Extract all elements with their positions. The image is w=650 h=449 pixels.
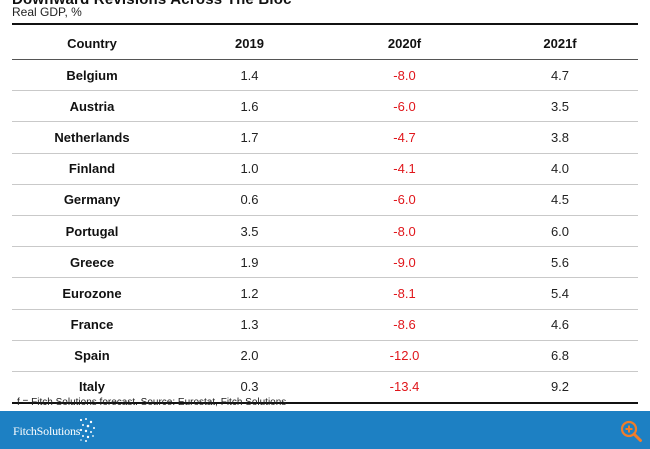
table-row: Italy 0.3 -13.4 9.2 (12, 371, 638, 405)
value-cell: -12.0 (327, 340, 482, 372)
country-cell: Portugal (12, 215, 172, 248)
value-cell: -6.0 (327, 90, 482, 123)
table-header-row: Country 2019 2020f 2021f (12, 28, 638, 60)
value-cell: 1.4 (172, 59, 327, 92)
chart-title: Downward Revisions Across The Bloc (12, 0, 292, 8)
value-cell: -8.0 (327, 59, 482, 92)
value-cell: 0.6 (172, 184, 327, 216)
brand-name[interactable]: FitchSolutions (13, 424, 81, 438)
table-row: Spain 2.0 -12.0 6.8 (12, 340, 638, 372)
column-header: Country (12, 28, 172, 60)
country-cell: Netherlands (12, 121, 172, 154)
table-row: Greece 1.9 -9.0 5.6 (12, 246, 638, 279)
table-row: France 1.3 -8.6 4.6 (12, 309, 638, 341)
gdp-table: Country 2019 2020f 2021f Belgium 1.4 -8.0 4… (12, 28, 638, 405)
value-cell: 9.2 (482, 371, 638, 405)
country-cell: France (12, 309, 172, 341)
value-cell: 0.3 (172, 371, 327, 405)
value-cell: -8.1 (327, 277, 482, 310)
value-cell: 2.0 (172, 340, 327, 372)
value-cell: 4.6 (482, 309, 638, 341)
value-cell: 3.8 (482, 121, 638, 154)
value-cell: 4.5 (482, 184, 638, 216)
country-cell: Italy (12, 371, 172, 405)
dots-logo-icon (79, 418, 95, 442)
value-cell: 3.5 (172, 215, 327, 248)
country-cell: Germany (12, 184, 172, 216)
value-cell: 1.9 (172, 246, 327, 279)
table-row: Belgium 1.4 -8.0 4.7 (12, 59, 638, 92)
value-cell: 5.6 (482, 246, 638, 279)
value-cell: 1.7 (172, 121, 327, 154)
column-header: 2019 (172, 28, 327, 60)
column-header: 2021f (482, 28, 638, 60)
value-cell: -4.1 (327, 153, 482, 185)
value-cell: -9.0 (327, 246, 482, 279)
value-cell: 1.0 (172, 153, 327, 185)
table-row: Eurozone 1.2 -8.1 5.4 (12, 277, 638, 310)
table-row: Portugal 3.5 -8.0 6.0 (12, 215, 638, 248)
country-cell: Finland (12, 153, 172, 185)
country-cell: Austria (12, 90, 172, 123)
value-cell: 1.3 (172, 309, 327, 341)
value-cell: 5.4 (482, 277, 638, 310)
value-cell: 1.2 (172, 277, 327, 310)
footer-bar: FitchSolutions (0, 411, 650, 449)
country-cell: Eurozone (12, 277, 172, 310)
chart-subtitle: Real GDP, % (12, 5, 82, 19)
value-cell: 6.8 (482, 340, 638, 372)
value-cell: 4.0 (482, 153, 638, 185)
value-cell: 3.5 (482, 90, 638, 123)
footnote: f = Fitch Solutions forecast. Source: Eu… (17, 397, 287, 408)
country-cell: Belgium (12, 59, 172, 92)
top-rule (12, 23, 638, 25)
value-cell: -8.6 (327, 309, 482, 341)
value-cell: -4.7 (327, 121, 482, 154)
value-cell: 4.7 (482, 59, 638, 92)
value-cell: 1.6 (172, 90, 327, 123)
table-row: Finland 1.0 -4.1 4.0 (12, 153, 638, 185)
zoom-in-icon[interactable] (619, 419, 643, 443)
value-cell: -6.0 (327, 184, 482, 216)
value-cell: -8.0 (327, 215, 482, 248)
value-cell: 6.0 (482, 215, 638, 248)
country-cell: Spain (12, 340, 172, 372)
country-cell: Greece (12, 246, 172, 279)
table-row: Germany 0.6 -6.0 4.5 (12, 184, 638, 216)
value-cell: -13.4 (327, 371, 482, 405)
table-row: Austria 1.6 -6.0 3.5 (12, 90, 638, 123)
table-row: Netherlands 1.7 -4.7 3.8 (12, 121, 638, 154)
column-header: 2020f (327, 28, 482, 60)
